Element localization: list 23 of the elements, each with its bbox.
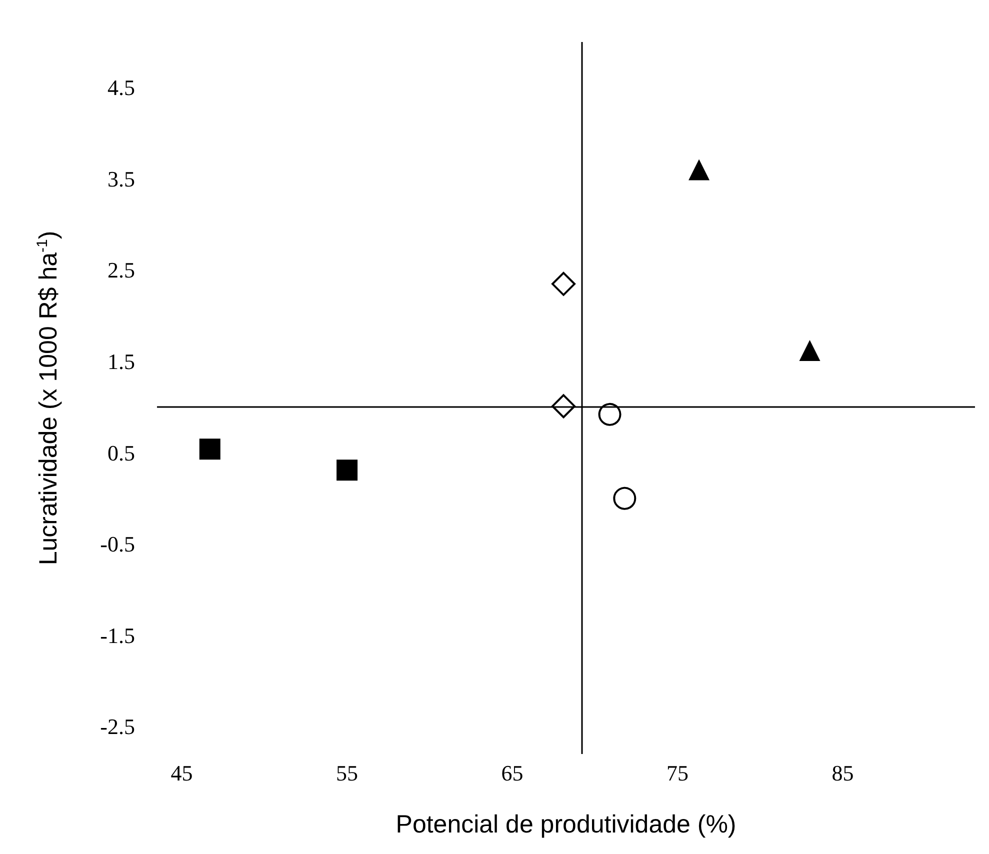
point [552, 394, 576, 418]
point [688, 159, 710, 180]
point [613, 486, 636, 510]
point [598, 402, 622, 426]
x-axis-title: Potencial de produtividade (%) [396, 810, 736, 838]
y-tick-label: 2.5 [108, 258, 135, 283]
y-tick-label: -1.5 [100, 622, 135, 648]
x-tick-label: 85 [832, 760, 854, 786]
point [199, 438, 220, 460]
x-tick-label: 75 [666, 760, 689, 786]
y-tick-label: -2.5 [100, 714, 135, 740]
y-tick-label: 3.5 [108, 166, 135, 192]
y-tick-label: -0.5 [100, 532, 135, 557]
x-tick-label: 55 [336, 760, 358, 786]
point [552, 272, 576, 296]
y-axis-title: Lucratividade (x 1000 R$ ha-1) [34, 230, 62, 566]
point [799, 340, 820, 362]
point [336, 460, 358, 481]
y-tick-label: 0.5 [108, 440, 135, 466]
x-tick-label: 65 [501, 760, 524, 786]
y-tick-label: 1.5 [108, 348, 135, 374]
y-tick-label: 4.5 [108, 75, 135, 100]
x-tick-label: 45 [170, 760, 193, 786]
